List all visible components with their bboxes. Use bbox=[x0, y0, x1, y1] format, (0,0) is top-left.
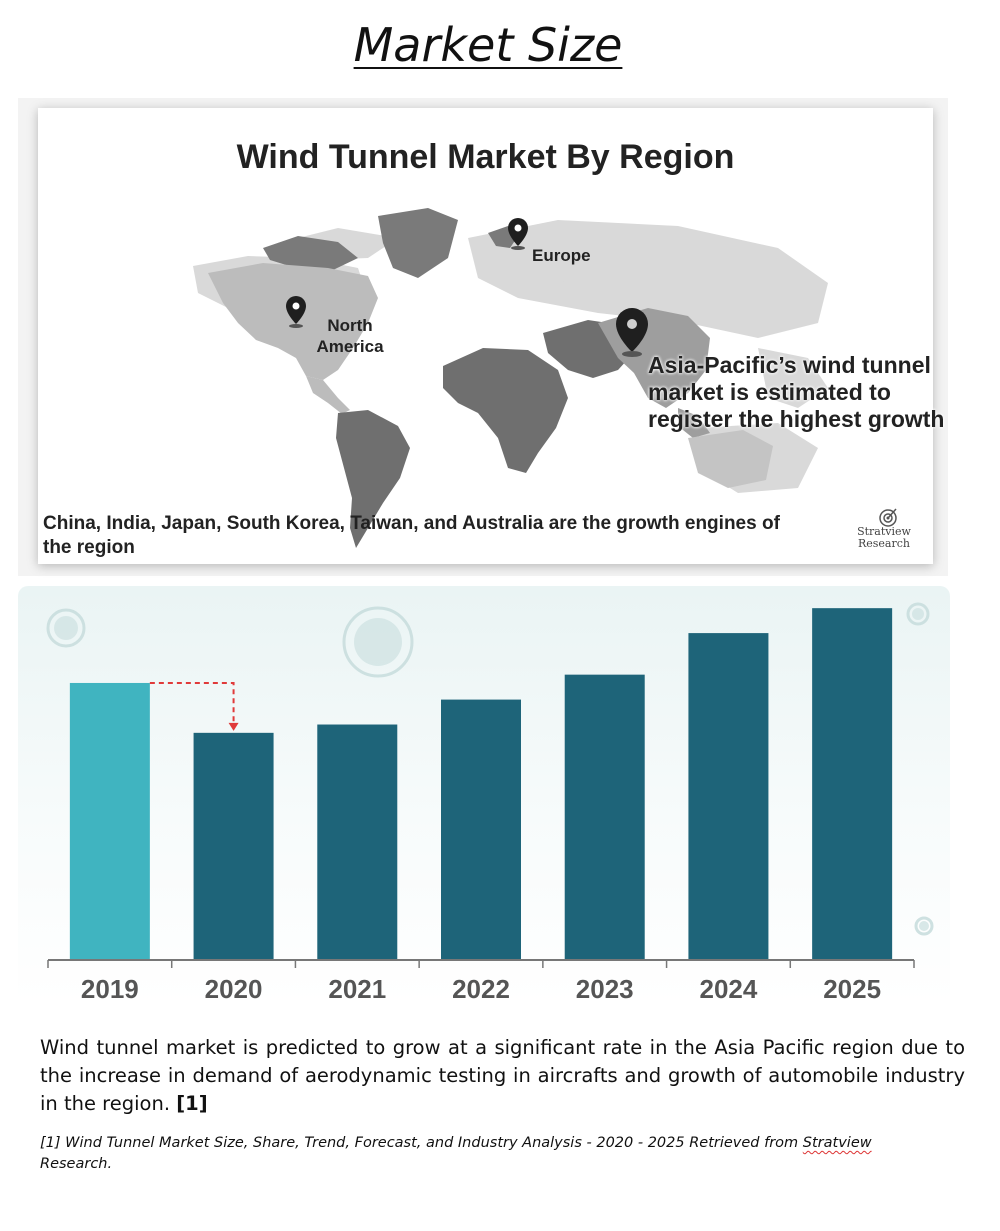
virus-decoration-icon bbox=[46, 602, 934, 936]
bar-2019 bbox=[69, 682, 150, 960]
europe-label: Europe bbox=[532, 246, 591, 265]
decline-arrow bbox=[149, 681, 235, 725]
bar-chart: 2019 2020 2021 2022 2023 2024 2025 bbox=[46, 602, 934, 1004]
x-tick-label-2023: 2023 bbox=[576, 974, 634, 1004]
decline-arrowhead bbox=[228, 722, 239, 731]
asia-pacific-note: Asia-Pacific’s wind tunnel market is est… bbox=[648, 352, 945, 432]
target-icon bbox=[879, 508, 897, 527]
north-america-pin-icon bbox=[286, 296, 306, 324]
x-tick-label-2025: 2025 bbox=[823, 974, 881, 1004]
bar-2024 bbox=[688, 633, 769, 960]
map-panel: Wind Tunnel Market By Region Europe Nort… bbox=[18, 98, 948, 576]
footnote: [1] Wind Tunnel Market Size, Share, Tren… bbox=[40, 1135, 872, 1172]
x-tick-label-2021: 2021 bbox=[328, 974, 386, 1004]
x-tick-label-2022: 2022 bbox=[452, 974, 510, 1004]
growth-engines-note: China, India, Japan, South Korea, Taiwan… bbox=[43, 513, 780, 558]
north-america-shape bbox=[208, 263, 378, 380]
europe-pin-icon bbox=[508, 218, 528, 246]
south-america-shape bbox=[336, 410, 410, 548]
africa-shape bbox=[443, 348, 568, 473]
north-america-label: North America bbox=[316, 316, 384, 356]
page-title: Market Size bbox=[353, 18, 623, 72]
source-link[interactable]: Stratview bbox=[802, 1135, 872, 1151]
x-tick-label-2019: 2019 bbox=[81, 974, 139, 1004]
asia-pacific-pin-icon bbox=[616, 308, 648, 352]
map-card: Wind Tunnel Market By Region Europe Nort… bbox=[38, 108, 944, 564]
x-tick-label-2020: 2020 bbox=[205, 974, 263, 1004]
bar-2023 bbox=[564, 674, 645, 960]
bar-2022 bbox=[441, 699, 521, 960]
bar-2021 bbox=[317, 724, 398, 960]
chart-panel: 2019 2020 2021 2022 2023 2024 2025 bbox=[18, 586, 950, 1004]
bar-2020 bbox=[193, 732, 274, 960]
world-map bbox=[193, 208, 828, 548]
citation-marker: [1] bbox=[176, 1092, 208, 1115]
bar-2025 bbox=[812, 608, 893, 960]
x-tick-label-2024: 2024 bbox=[700, 974, 758, 1004]
market-description: Wind tunnel market is predicted to grow … bbox=[40, 1036, 965, 1115]
stratview-logo: Stratview Research bbox=[838, 506, 930, 558]
map-title: Wind Tunnel Market By Region bbox=[236, 138, 735, 176]
